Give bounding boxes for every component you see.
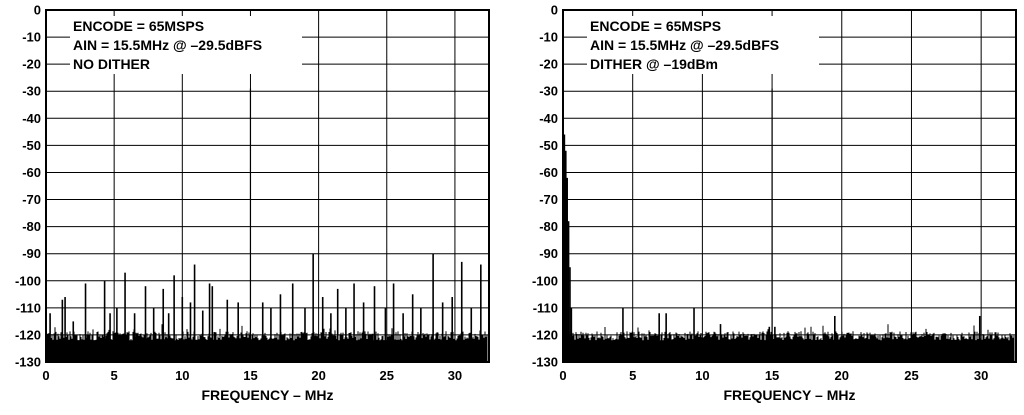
y-tick-label: -70 bbox=[539, 192, 558, 207]
y-tick-label: -30 bbox=[539, 84, 558, 99]
y-tick-label: -20 bbox=[22, 57, 41, 72]
x-tick-label: 0 bbox=[42, 368, 49, 383]
y-tick-label: -100 bbox=[15, 273, 41, 288]
chart-no-dither: 0 -10 -20 -30 -40 -50 -60 -70 -80 -90 -100 -110 -120… bbox=[15, 3, 490, 403]
chart-dither: 0 -10 -20 -30 -40 -50 -60 -70 -80 -90 -100 -110 -120… bbox=[532, 3, 1017, 403]
annotation-line: AIN = 15.5MHz @ –29.5dBFS bbox=[590, 37, 779, 53]
x-axis-title: FREQUENCY – MHz bbox=[724, 387, 856, 403]
y-tick-label: -60 bbox=[539, 165, 558, 180]
y-tick-label: -70 bbox=[22, 192, 41, 207]
noise-floor bbox=[46, 324, 488, 361]
x-axis-title: FREQUENCY – MHz bbox=[202, 387, 334, 403]
y-tick-label: -50 bbox=[22, 138, 41, 153]
y-tick-label: -60 bbox=[22, 165, 41, 180]
y-tick-label: -120 bbox=[532, 327, 558, 342]
y-tick-label: -100 bbox=[532, 273, 558, 288]
x-tick-label: 0 bbox=[559, 368, 566, 383]
x-tick-label: 25 bbox=[904, 368, 918, 383]
y-tick-label: -40 bbox=[22, 111, 41, 126]
x-tick-label: 30 bbox=[448, 368, 462, 383]
y-tick-label: -80 bbox=[539, 219, 558, 234]
x-tick-label: 20 bbox=[311, 368, 325, 383]
x-tick-label: 10 bbox=[695, 368, 709, 383]
x-tick-label: 30 bbox=[974, 368, 988, 383]
y-tick-label: -110 bbox=[16, 300, 41, 315]
annotation-backdrop bbox=[70, 16, 302, 74]
x-tick-label: 15 bbox=[243, 368, 257, 383]
annotation-line: AIN = 15.5MHz @ –29.5dBFS bbox=[73, 37, 262, 53]
x-tick-label: 25 bbox=[380, 368, 394, 383]
annotation-line: ENCODE = 65MSPS bbox=[590, 18, 721, 34]
y-tick-label: -40 bbox=[539, 111, 558, 126]
y-tick-label: 0 bbox=[551, 3, 558, 18]
x-tick-label: 10 bbox=[175, 368, 189, 383]
y-tick-label: 0 bbox=[34, 3, 41, 18]
y-tick-label: -110 bbox=[533, 300, 558, 315]
annotation-line: NO DITHER bbox=[73, 56, 150, 72]
x-tick-label: 5 bbox=[629, 368, 636, 383]
y-tick-label: -20 bbox=[539, 57, 558, 72]
y-tick-label: -130 bbox=[532, 355, 558, 370]
y-tick-label: -80 bbox=[22, 219, 41, 234]
x-tick-label: 5 bbox=[111, 368, 118, 383]
annotation-line: DITHER @ –19dBm bbox=[590, 56, 718, 72]
x-tick-label: 20 bbox=[835, 368, 849, 383]
y-tick-label: -90 bbox=[539, 246, 558, 261]
x-tick-label: 15 bbox=[765, 368, 779, 383]
y-tick-label: -30 bbox=[22, 84, 41, 99]
annotation-backdrop bbox=[587, 16, 819, 74]
y-tick-label: -130 bbox=[15, 355, 41, 370]
y-tick-label: -10 bbox=[22, 30, 41, 45]
y-tick-label: -10 bbox=[539, 30, 558, 45]
y-tick-label: -90 bbox=[22, 246, 41, 261]
noise-floor bbox=[563, 324, 1015, 361]
y-tick-label: -120 bbox=[15, 327, 41, 342]
annotation-line: ENCODE = 65MSPS bbox=[73, 18, 204, 34]
y-tick-label: -50 bbox=[539, 138, 558, 153]
